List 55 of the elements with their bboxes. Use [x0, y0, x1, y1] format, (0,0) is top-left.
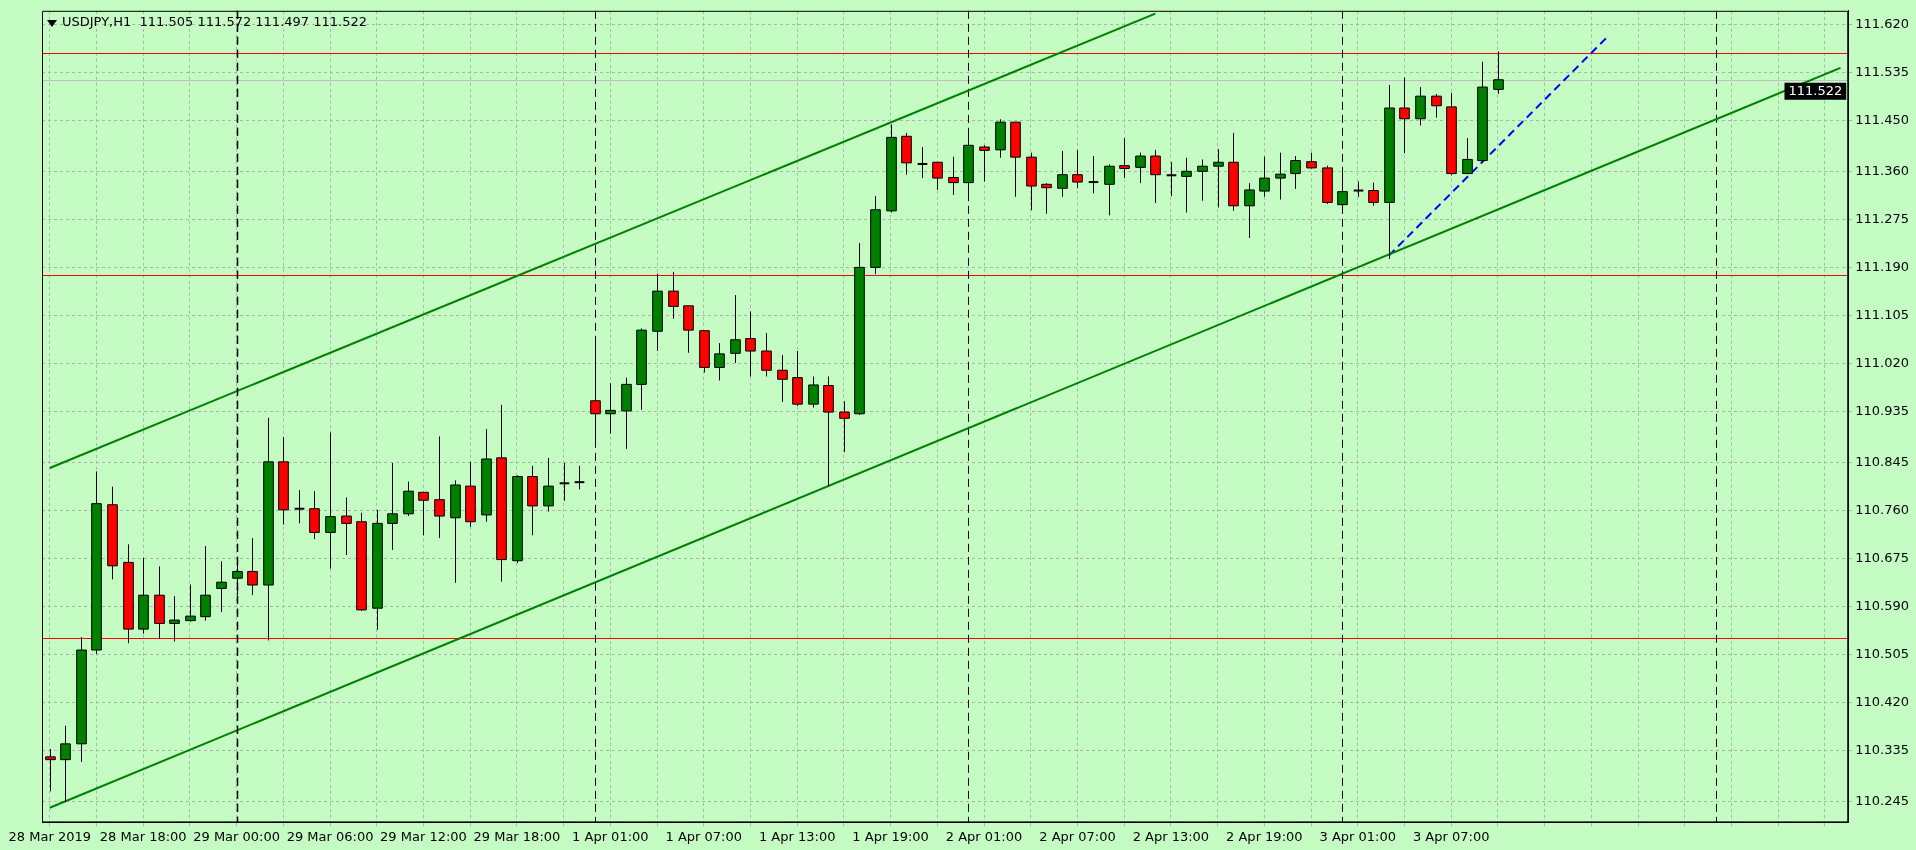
- candlestick: [309, 490, 320, 540]
- x-tick-label: 2 Apr 07:00: [1039, 828, 1116, 844]
- candlestick: [294, 489, 305, 524]
- y-tick-label: 111.275: [1855, 210, 1910, 226]
- candlestick: [714, 342, 725, 381]
- y-tick-label: 111.450: [1855, 111, 1910, 127]
- candlestick: [1166, 161, 1177, 197]
- candlestick: [1057, 150, 1068, 198]
- x-tick-label: 28 Mar 2019: [8, 828, 91, 844]
- ref-line-label: 111.522: [1788, 83, 1843, 99]
- candlestick: [1493, 50, 1504, 95]
- candlestick: [1119, 137, 1130, 179]
- candlestick: [1072, 149, 1083, 189]
- x-tick-label: 29 Mar 00:00: [193, 828, 281, 844]
- y-tick-label: 110.335: [1855, 742, 1910, 757]
- y-tick-label: 110.590: [1855, 597, 1910, 613]
- x-tick-label: 2 Apr 19:00: [1226, 828, 1303, 844]
- x-tick-label: 3 Apr 07:00: [1412, 828, 1490, 844]
- x-tick-label: 2 Apr 13:00: [1132, 828, 1210, 844]
- x-tick-label: 1 Apr 07:00: [665, 828, 743, 844]
- y-tick-label: 110.935: [1855, 402, 1910, 418]
- x-tick-label: 3 Apr 01:00: [1319, 828, 1396, 844]
- y-tick-label: 110.675: [1855, 549, 1910, 565]
- y-tick-label: 111.105: [1855, 306, 1910, 322]
- x-tick-label: 29 Mar 06:00: [286, 828, 374, 844]
- y-tick-label: 111.535: [1855, 63, 1910, 79]
- candlestick: [574, 465, 585, 491]
- y-tick-label: 110.245: [1855, 792, 1910, 808]
- candlestick: [1368, 182, 1379, 207]
- candlestick: [745, 310, 756, 377]
- x-tick-label: 28 Mar 18:00: [99, 828, 187, 844]
- y-tick-label: 110.845: [1855, 453, 1910, 469]
- y-tick-label: 110.760: [1855, 501, 1910, 517]
- x-tick-label: 2 Apr 01:00: [945, 828, 1023, 844]
- candlestick: [917, 146, 928, 179]
- candlestick: [325, 431, 336, 570]
- y-tick-label: 111.620: [1855, 15, 1910, 31]
- y-tick-label: 111.020: [1855, 354, 1910, 370]
- candlestick: [1353, 180, 1364, 198]
- x-tick-label: 1 Apr 19:00: [852, 828, 929, 844]
- y-tick-label: 110.505: [1855, 645, 1910, 661]
- x-tick-label: 1 Apr 01:00: [572, 828, 649, 844]
- chart-title: USDJPY,H1 111.505 111.572 111.497 111.522: [62, 13, 367, 29]
- candlestick: [387, 462, 398, 551]
- x-tick-label: 1 Apr 13:00: [758, 828, 836, 844]
- candlestick: [730, 294, 741, 364]
- y-tick-label: 111.360: [1855, 162, 1910, 178]
- candlestick: [1088, 155, 1099, 194]
- x-tick-label: 29 Mar 12:00: [380, 828, 467, 844]
- candlestick: [434, 435, 445, 539]
- y-tick-label: 111.190: [1855, 258, 1910, 274]
- candlestick: [559, 462, 570, 502]
- candlestick: [808, 375, 819, 409]
- y-tick-label: 110.420: [1855, 693, 1910, 709]
- x-tick-label: 29 Mar 18:00: [473, 828, 561, 844]
